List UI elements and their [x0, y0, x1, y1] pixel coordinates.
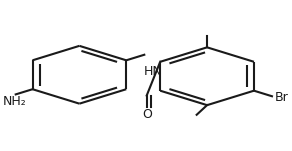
Text: Br: Br	[275, 91, 288, 104]
Text: NH₂: NH₂	[2, 95, 26, 108]
Text: HN: HN	[143, 65, 162, 78]
Text: O: O	[142, 108, 152, 120]
